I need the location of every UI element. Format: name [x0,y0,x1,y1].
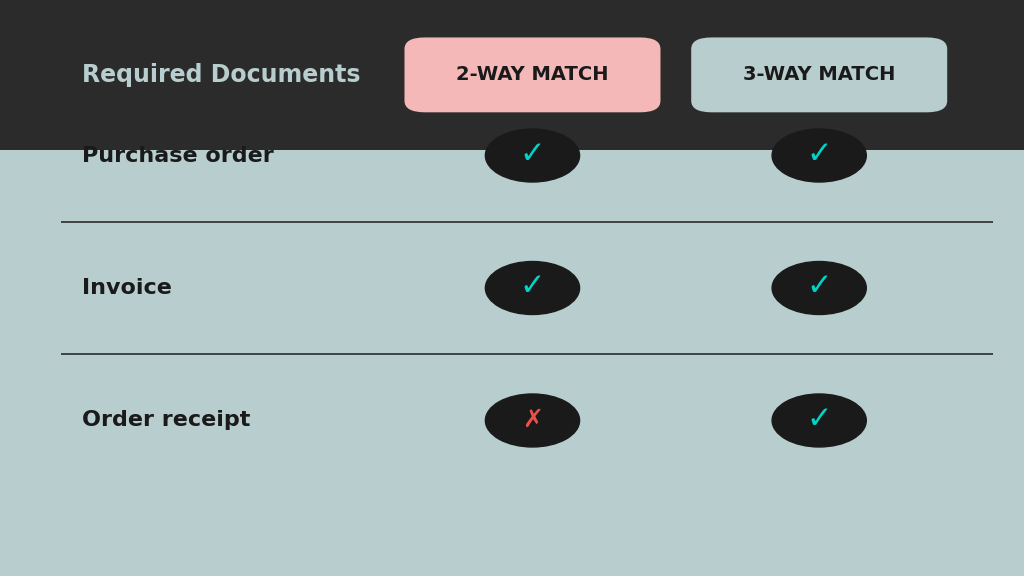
Text: ✓: ✓ [807,405,831,434]
FancyBboxPatch shape [0,0,1024,150]
Text: Purchase order: Purchase order [82,146,273,165]
Circle shape [485,129,580,182]
Text: 3-WAY MATCH: 3-WAY MATCH [743,66,895,84]
Text: 2-WAY MATCH: 2-WAY MATCH [457,66,608,84]
Text: ✓: ✓ [520,140,545,169]
Circle shape [772,129,866,182]
FancyBboxPatch shape [0,150,1024,576]
FancyBboxPatch shape [691,37,947,112]
Circle shape [772,262,866,314]
Text: ✓: ✓ [520,272,545,301]
Text: Order receipt: Order receipt [82,411,250,430]
Circle shape [485,394,580,447]
Text: ✓: ✓ [807,140,831,169]
Text: ✓: ✓ [807,272,831,301]
Circle shape [772,394,866,447]
FancyBboxPatch shape [404,37,660,112]
Text: ✗: ✗ [522,407,543,431]
Text: Required Documents: Required Documents [82,63,360,87]
Text: Invoice: Invoice [82,278,172,298]
Circle shape [485,262,580,314]
